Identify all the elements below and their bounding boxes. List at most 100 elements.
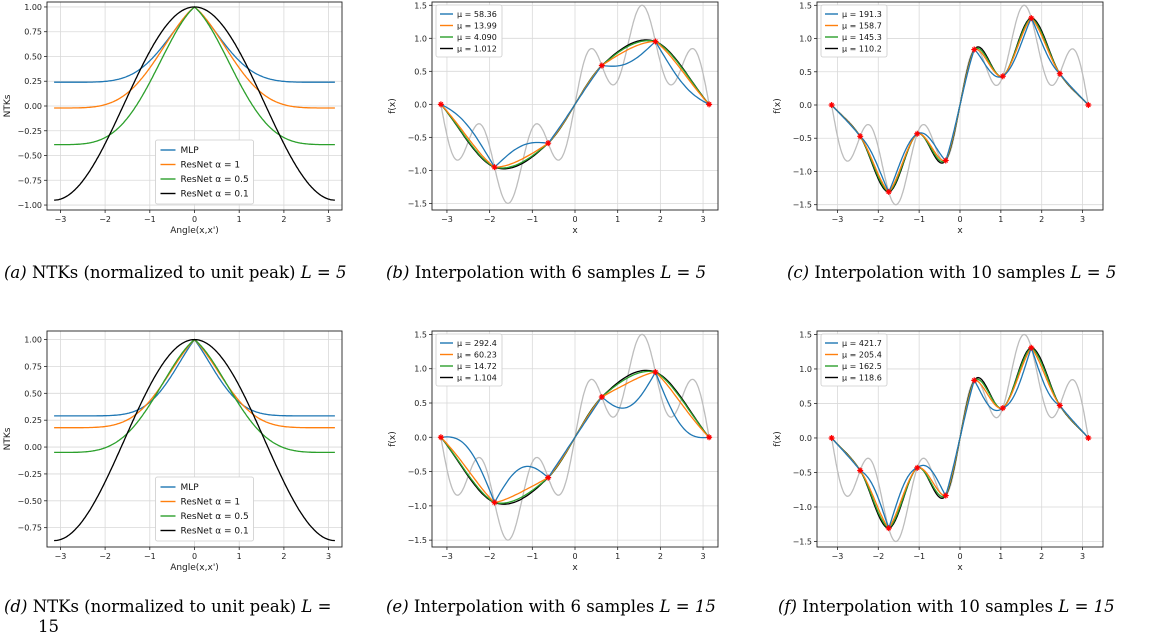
y-axis-label: f(x) <box>388 431 398 447</box>
y-tick-label: 0.75 <box>24 362 42 371</box>
caption-math: L = 5 <box>300 263 347 282</box>
sample-point-marker <box>828 434 835 441</box>
chart-a-svg: −3 −2 −1 0 1 2 3 −1.00 −0.75 −0.50 −0.25 0.00 0.25 0.… <box>3 1 343 236</box>
x-tick-label: 0 <box>957 215 962 224</box>
sample-point-marker <box>971 377 978 384</box>
legend-box <box>820 4 888 58</box>
legend-label: μ = 118.6 <box>842 374 882 383</box>
x-tick-label: −3 <box>55 552 67 561</box>
x-tick-label: 2 <box>281 552 286 561</box>
x-axis-label: Angle(x,x') <box>170 226 219 236</box>
y-tick-label: 0.00 <box>24 102 42 111</box>
caption-letter: (a) <box>4 263 27 282</box>
y-axis-label: NTKs <box>3 94 13 117</box>
sample-point-marker <box>857 467 864 474</box>
caption-math: L = 5 <box>1070 263 1117 282</box>
y-tick-label: −1.00 <box>17 201 42 210</box>
sample-point-marker <box>1085 102 1092 109</box>
caption-math: L = <box>301 597 332 616</box>
y-tick-label: 0.50 <box>24 389 42 398</box>
legend-label: μ = 421.7 <box>842 339 882 348</box>
x-tick-label: 2 <box>658 215 663 224</box>
y-tick-label: −1.5 <box>793 201 812 210</box>
plot-frame <box>431 1 719 211</box>
caption-a: (a) NTKs (normalized to unit peak) L = 5 <box>4 263 346 283</box>
caption-text: Interpolation with 6 samples <box>414 263 656 282</box>
series-lines <box>54 6 335 201</box>
y-tick-label: 1.0 <box>799 365 812 374</box>
sample-point-marker <box>706 434 713 441</box>
y-tick-label: 0.5 <box>414 67 427 76</box>
x-tick-label: −3 <box>55 215 67 224</box>
y-tick-label: 1.0 <box>414 365 427 374</box>
x-tick-label: −3 <box>441 552 453 561</box>
y-tick-label: −1.0 <box>793 503 812 512</box>
x-tick-label: −1 <box>913 215 925 224</box>
sample-point-marker <box>1056 70 1063 77</box>
chart-panel-f: −3 −2 −1 0 1 2 3 −1.5 −1.0 −0.5 0.0 0.5 1.0 1.5 x f(x) μ… <box>770 323 1110 573</box>
x-tick-label: 2 <box>1039 552 1044 561</box>
y-tick-label: 0.0 <box>799 101 812 110</box>
x-tick-label: 1 <box>998 552 1003 561</box>
legend-label: μ = 1.012 <box>457 45 497 54</box>
sample-point-marker <box>999 73 1006 80</box>
series-lines <box>54 338 335 542</box>
sample-point-marker <box>914 130 921 137</box>
x-tick-label: 3 <box>1080 215 1085 224</box>
caption-text: Interpolation with 6 samples <box>413 597 655 616</box>
x-tick-label: 3 <box>701 552 706 561</box>
y-tick-label: −1.5 <box>408 536 427 545</box>
caption-text: Interpolation with 10 samples <box>802 597 1054 616</box>
chart-f-svg: −3 −2 −1 0 1 2 3 −1.5 −1.0 −0.5 0.0 0.5 1.0 1.5 x f(x) μ… <box>773 330 1104 573</box>
caption-text: NTKs (normalized to unit peak) <box>31 263 296 282</box>
y-tick-label: −1.5 <box>408 199 427 208</box>
chart-panel-b: −3 −2 −1 0 1 2 3 −1.5 −1.0 −0.5 0.0 0.5 1.0 1.5 x f(x) μ… <box>385 0 725 240</box>
plot-frame <box>816 1 1104 211</box>
sample-point-marker <box>652 38 659 45</box>
x-tick-label: 1 <box>237 552 242 561</box>
x-tick-label: 3 <box>701 215 706 224</box>
legend-label: MLP <box>181 146 200 156</box>
sample-point-marker <box>914 464 921 471</box>
sample-point-marker <box>1056 402 1063 409</box>
y-tick-label: 1.5 <box>414 330 427 339</box>
caption-f: (f) Interpolation with 10 samples L = 15 <box>778 597 1115 617</box>
sample-point-marker <box>1028 15 1035 22</box>
x-tick-label: −1 <box>526 552 538 561</box>
x-tick-label: 1 <box>237 215 242 224</box>
x-axis-label: x <box>957 226 963 236</box>
sample-point-marker <box>706 101 713 108</box>
y-tick-label: −0.75 <box>17 524 42 533</box>
x-tick-label: 0 <box>572 552 577 561</box>
sample-point-marker <box>437 101 444 108</box>
x-axis-label: x <box>572 563 578 573</box>
y-tick-label: 0.00 <box>24 443 42 452</box>
caption-math: L = 15 <box>659 597 716 616</box>
x-tick-label: −2 <box>872 552 884 561</box>
chart-panel-d: −3 −2 −1 0 1 2 3 −0.75 −0.50 −0.25 0.00 0.25 0.50 0.7… <box>0 323 350 573</box>
legend-box <box>820 333 888 387</box>
y-tick-label: 0.25 <box>24 416 42 425</box>
x-axis-label: x <box>957 563 963 573</box>
y-axis-label: f(x) <box>773 98 783 114</box>
series-lines <box>830 4 1090 206</box>
y-tick-label: 0.0 <box>414 100 427 109</box>
y-tick-label: 1.00 <box>24 336 42 345</box>
caption-math: L = 5 <box>660 263 707 282</box>
y-tick-label: −0.75 <box>17 176 42 185</box>
series-lines <box>440 333 710 541</box>
y-axis-label: NTKs <box>3 427 13 450</box>
y-tick-label: −1.0 <box>793 167 812 176</box>
y-tick-label: −0.5 <box>793 134 812 143</box>
series-lines <box>830 333 1090 543</box>
chart-d-svg: −3 −2 −1 0 1 2 3 −0.75 −0.50 −0.25 0.00 0.25 0.50 0.7… <box>3 330 343 573</box>
interp-series-line <box>440 370 710 505</box>
y-tick-label: 1.5 <box>799 1 812 10</box>
legend-label: μ = 162.5 <box>842 362 882 371</box>
y-tick-label: 0.5 <box>799 68 812 77</box>
legend-label: μ = 292.4 <box>457 339 497 348</box>
x-tick-label: 2 <box>281 215 286 224</box>
sample-point-marker <box>652 369 659 376</box>
chart-panel-a: −3 −2 −1 0 1 2 3 −1.00 −0.75 −0.50 −0.25 0.00 0.25 0.… <box>0 0 350 236</box>
sample-point-marker <box>598 62 605 69</box>
